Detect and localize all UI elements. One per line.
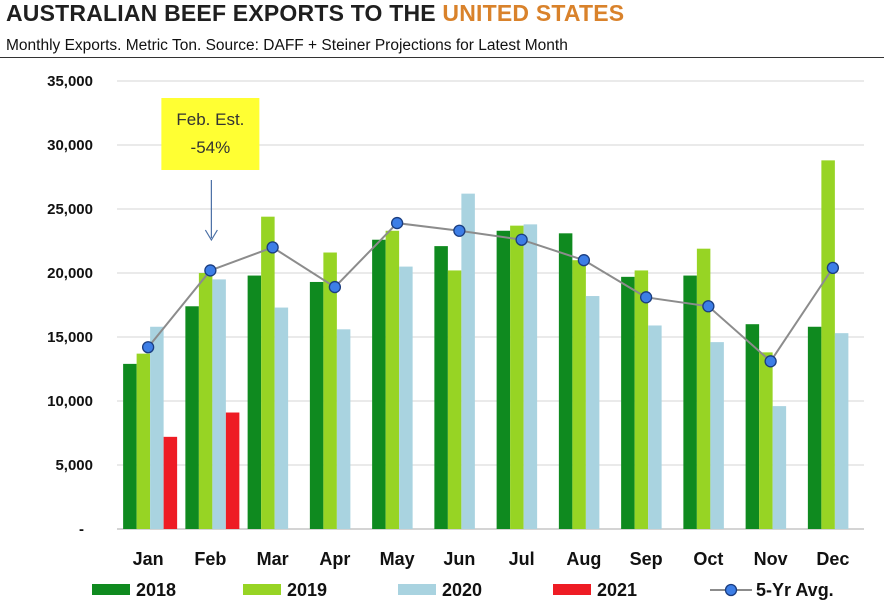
bar-2020-Apr <box>336 329 351 529</box>
legend-label-2018: 2018 <box>136 580 176 600</box>
point-5yr-avg-Nov <box>764 355 777 368</box>
y-tick-label: 35,000 <box>47 73 93 90</box>
x-tick-label: Nov <box>754 549 788 569</box>
x-tick-label: Jul <box>509 549 535 569</box>
point-5yr-avg-Apr <box>328 280 342 294</box>
line-5yr-avg <box>147 222 834 363</box>
bar-2019-Jul <box>510 225 524 529</box>
bar-2018-Mar <box>247 275 262 529</box>
annotation-box <box>161 98 260 170</box>
legend-label-2021: 2021 <box>597 580 637 600</box>
legend-swatch-2020 <box>398 584 436 595</box>
legend-swatch-2021 <box>553 584 591 595</box>
y-tick-label: 25,000 <box>47 201 93 218</box>
x-tick-label: Jan <box>133 549 164 569</box>
x-tick-label: May <box>380 549 415 569</box>
chart-subtitle: Monthly Exports. Metric Ton. Source: DAF… <box>6 37 568 54</box>
point-5yr-avg-Sep <box>639 291 653 304</box>
bar-2018-Oct <box>683 275 697 529</box>
bar-2019-Feb <box>198 273 213 529</box>
x-tick-label: Jun <box>443 549 475 569</box>
bar-2018-Sep <box>621 276 635 529</box>
bar-2020-Mar <box>274 307 289 529</box>
legend-marker-5yr-avg <box>724 583 738 597</box>
title-rule <box>0 57 884 58</box>
bar-2021-Feb <box>225 412 240 529</box>
point-5yr-avg-May <box>390 216 404 230</box>
x-tick-label: Apr <box>319 549 350 569</box>
bar-2019-Jun <box>447 270 462 529</box>
title-part-2: UNITED STATES <box>442 0 625 26</box>
y-tick-label: 5,000 <box>55 457 93 474</box>
legend-label-2020: 2020 <box>442 580 482 600</box>
legend-swatch-2018 <box>92 584 130 595</box>
bar-2018-Nov <box>745 324 760 529</box>
bar-2019-Nov <box>759 352 773 529</box>
bar-2021-Jan <box>163 436 178 529</box>
x-tick-label: Oct <box>693 549 723 569</box>
bar-2020-Dec <box>834 333 849 529</box>
bar-2020-Feb <box>212 279 226 529</box>
bar-2018-Dec <box>807 326 822 529</box>
annotation-line-2: -54% <box>191 138 231 157</box>
bar-2018-May <box>372 239 386 529</box>
bar-2020-Jan <box>150 326 164 529</box>
legend-label-2019: 2019 <box>287 580 327 600</box>
bar-2018-Jul <box>496 230 511 529</box>
annotation-line-1: Feb. Est. <box>176 110 244 129</box>
x-tick-label: Dec <box>816 549 849 569</box>
point-5yr-avg-Dec <box>826 261 840 275</box>
bar-2018-Jun <box>434 246 448 529</box>
y-tick-label: 30,000 <box>47 137 93 154</box>
y-tick-label: 20,000 <box>47 265 93 282</box>
bar-2018-Feb <box>185 306 199 529</box>
bar-2019-Mar <box>261 216 275 529</box>
point-5yr-avg-Mar <box>266 241 279 254</box>
x-tick-label: Mar <box>257 549 289 569</box>
title-part-1: AUSTRALIAN BEEF EXPORTS TO THE <box>6 0 443 26</box>
bar-2019-May <box>385 230 400 529</box>
point-5yr-avg-Oct <box>702 300 715 313</box>
x-tick-label: Sep <box>630 549 663 569</box>
y-tick-label: 10,000 <box>47 393 93 410</box>
legend-swatch-2019 <box>243 584 281 595</box>
bar-2019-Aug <box>572 260 586 529</box>
bar-2019-Sep <box>634 270 649 529</box>
y-tick-label: 15,000 <box>47 329 93 346</box>
bar-2019-Dec <box>821 160 835 530</box>
legend-label-5yr-avg: 5-Yr Avg. <box>756 580 834 600</box>
bar-2019-Apr <box>323 252 337 529</box>
point-5yr-avg-Feb <box>204 264 217 277</box>
point-5yr-avg-Jul <box>515 233 528 246</box>
bar-2018-Aug <box>558 233 573 529</box>
bar-2020-Aug <box>585 296 600 529</box>
bar-2020-Nov <box>772 406 787 529</box>
bar-2019-Jan <box>136 353 151 529</box>
bar-2020-Jun <box>461 193 475 529</box>
x-tick-label: Feb <box>194 549 226 569</box>
annotation-arrow-head <box>204 229 218 242</box>
x-tick-label: Aug <box>566 549 601 569</box>
y-tick-label: - <box>79 521 84 538</box>
point-5yr-avg-Jun <box>453 224 466 237</box>
bar-2020-Oct <box>710 342 724 529</box>
bar-2018-Jan <box>123 363 137 529</box>
bar-2019-Oct <box>696 248 711 529</box>
chart-title: AUSTRALIAN BEEF EXPORTS TO THE UNITED ST… <box>6 0 624 27</box>
point-5yr-avg-Jan <box>141 341 155 354</box>
point-5yr-avg-Aug <box>577 254 591 267</box>
bar-2020-May <box>399 266 413 529</box>
bar-2018-Apr <box>309 281 324 529</box>
bar-2020-Sep <box>648 325 662 529</box>
bar-2020-Jul <box>523 224 538 530</box>
